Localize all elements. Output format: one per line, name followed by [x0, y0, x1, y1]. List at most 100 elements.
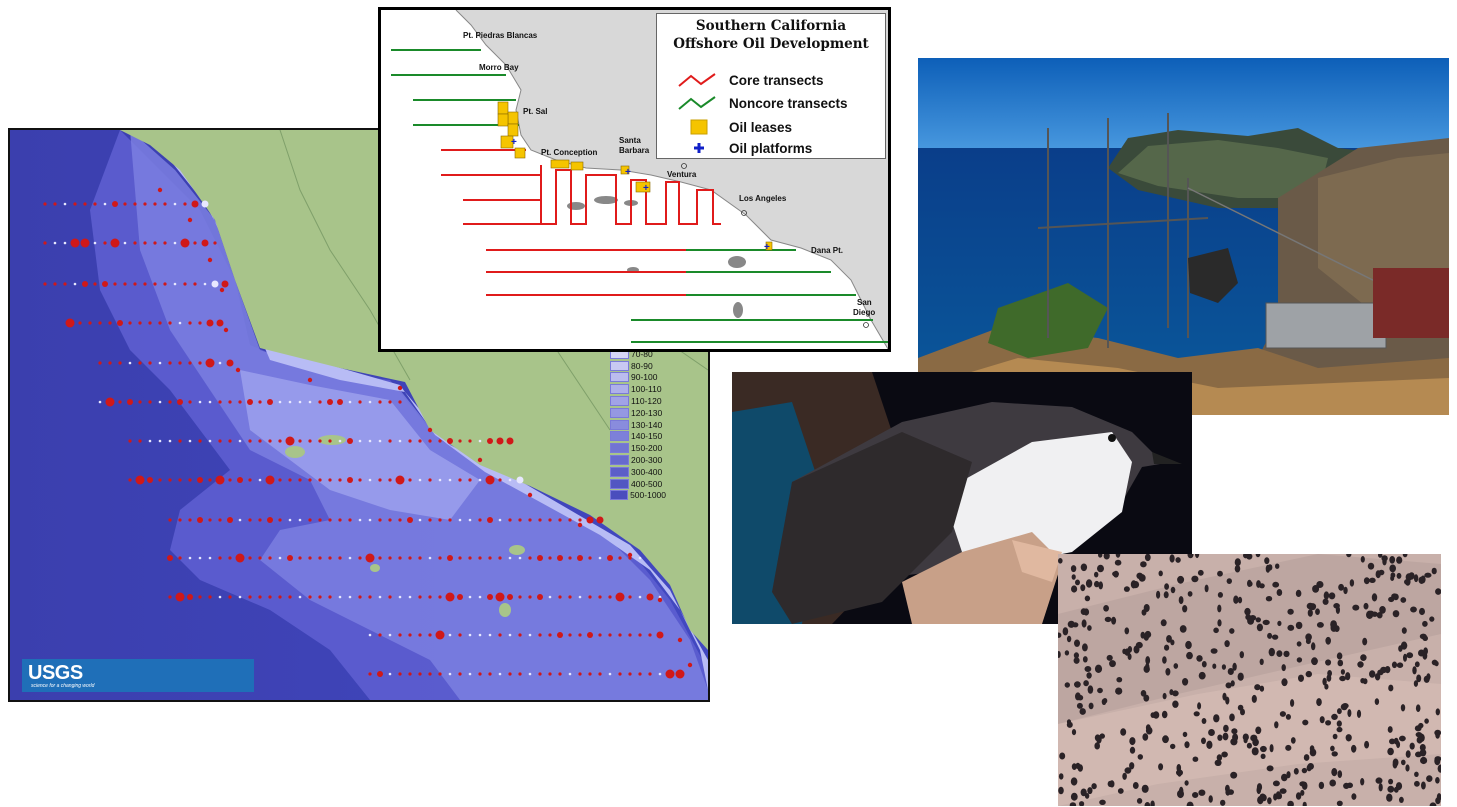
nest-bird	[1070, 777, 1078, 786]
nest-bird	[1138, 574, 1146, 582]
nest-bird	[1192, 792, 1199, 798]
nest-bird	[1429, 616, 1435, 622]
survey-point	[178, 518, 182, 522]
nest-bird	[1075, 579, 1080, 586]
survey-point	[568, 633, 572, 637]
survey-point	[248, 556, 252, 560]
nest-bird	[1106, 654, 1113, 661]
nest-bird	[1410, 606, 1417, 613]
survey-point	[187, 594, 193, 600]
usgs-tagline: science for a changing world	[31, 683, 95, 689]
nest-bird	[1132, 782, 1139, 789]
nest-bird	[1212, 663, 1217, 669]
survey-point	[278, 556, 282, 560]
survey-point	[148, 439, 152, 443]
survey-point	[496, 437, 504, 445]
survey-point	[338, 439, 342, 443]
nest-bird	[1415, 732, 1423, 738]
nest-bird	[1426, 775, 1433, 782]
depth-legend-label: 100-110	[631, 384, 662, 395]
nest-bird	[1210, 648, 1218, 654]
nest-bird	[1260, 745, 1267, 753]
survey-point	[398, 633, 402, 637]
survey-point	[368, 478, 372, 482]
survey-point	[133, 202, 137, 206]
survey-point	[308, 439, 312, 443]
survey-point	[388, 556, 392, 560]
nest-bird	[1130, 580, 1137, 589]
survey-point	[468, 672, 472, 676]
depth-swatch	[610, 478, 629, 489]
depth-swatch	[610, 360, 629, 371]
nest-bird	[1416, 736, 1423, 744]
survey-point	[218, 518, 222, 522]
nest-bird	[1082, 656, 1088, 663]
survey-point	[628, 595, 632, 599]
survey-point	[348, 556, 352, 560]
survey-point	[168, 361, 172, 365]
nest-bird	[1290, 737, 1296, 744]
nest-bird	[1066, 721, 1073, 728]
place-label: Pt. Piedras Blancas	[463, 31, 538, 40]
nest-bird	[1311, 642, 1316, 651]
survey-point	[208, 400, 212, 404]
survey-point	[487, 438, 493, 444]
survey-point	[498, 478, 502, 482]
nest-bird	[1075, 692, 1081, 701]
nest-bird	[1243, 554, 1249, 559]
nest-bird	[1330, 745, 1335, 752]
nest-bird	[1255, 554, 1261, 558]
survey-point	[215, 475, 225, 485]
survey-point	[508, 633, 512, 637]
survey-point	[128, 439, 132, 443]
place-label: San	[857, 298, 872, 307]
survey-point	[488, 633, 492, 637]
survey-point	[508, 672, 512, 676]
survey-point	[458, 518, 462, 522]
nest-bird	[1352, 604, 1360, 611]
nest-bird	[1165, 668, 1171, 676]
survey-point	[248, 595, 252, 599]
nest-bird	[1402, 554, 1408, 558]
survey-point	[219, 287, 225, 293]
survey-point	[478, 672, 482, 676]
survey-point	[105, 397, 115, 407]
survey-point	[43, 282, 47, 286]
nest-bird	[1298, 674, 1304, 682]
depth-swatch	[610, 455, 629, 466]
survey-point	[498, 672, 502, 676]
survey-point	[43, 202, 47, 206]
nest-bird	[1419, 744, 1426, 751]
nest-bird	[1386, 793, 1393, 802]
seabird-in-hand-photo	[732, 372, 1192, 624]
nest-bird	[1259, 685, 1265, 692]
survey-point	[438, 518, 442, 522]
survey-point	[377, 671, 383, 677]
survey-point	[658, 595, 662, 599]
survey-point	[248, 439, 252, 443]
survey-point	[318, 595, 322, 599]
nest-bird	[1396, 572, 1402, 579]
nest-bird	[1375, 777, 1383, 784]
survey-point	[528, 518, 532, 522]
nest-bird	[1250, 734, 1258, 742]
nest-bird	[1338, 583, 1344, 591]
survey-point	[378, 556, 382, 560]
place-labels: Pt. Piedras Blancas Morro Bay Pt. Sal Pt…	[463, 31, 875, 317]
nest-bird	[1389, 738, 1396, 745]
svg-text:+: +	[643, 183, 649, 194]
survey-point	[538, 672, 542, 676]
nest-bird	[1237, 672, 1244, 681]
nest-bird	[1290, 699, 1295, 707]
survey-point	[197, 477, 203, 483]
nest-bird	[1109, 660, 1116, 668]
inset-legend: Southern California Offshore Oil Develop…	[656, 13, 886, 159]
nest-bird	[1062, 627, 1069, 636]
nest-bird	[1347, 709, 1352, 718]
usgs-banner: USGS science for a changing world	[22, 659, 254, 692]
survey-point	[153, 241, 157, 245]
nest-bird	[1164, 644, 1170, 651]
survey-point	[408, 556, 412, 560]
survey-point	[398, 518, 402, 522]
place-label: Morro Bay	[479, 63, 519, 72]
